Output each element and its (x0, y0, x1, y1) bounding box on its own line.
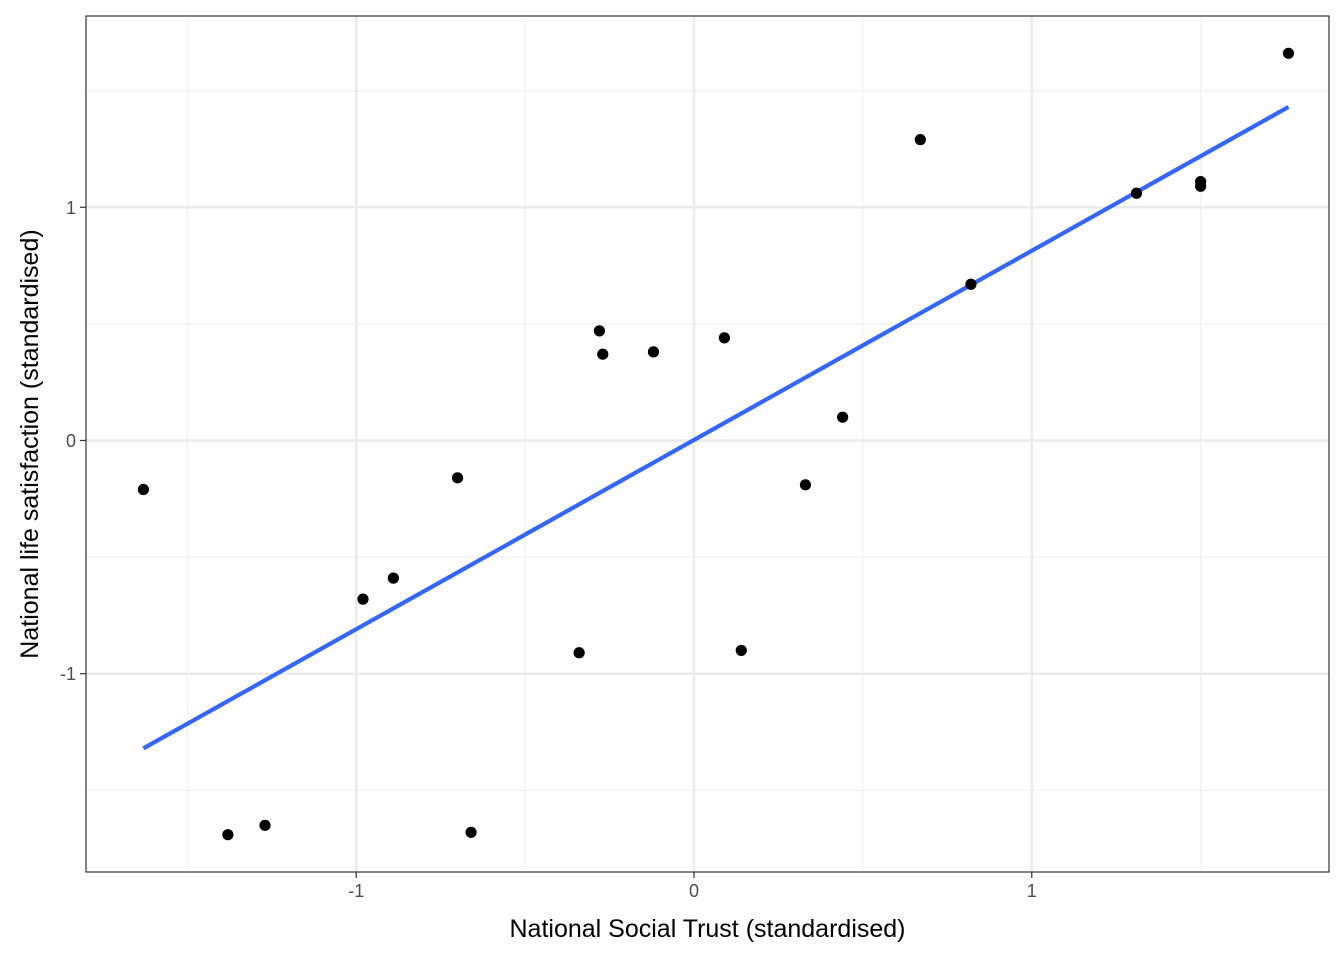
data-point (718, 332, 730, 344)
y-tick-label: -1 (60, 664, 76, 684)
data-point (914, 134, 926, 146)
data-point (259, 819, 271, 831)
y-axis-title: National life satisfaction (standardised… (16, 229, 44, 658)
data-point (1195, 180, 1207, 192)
data-point (357, 593, 369, 605)
data-point (137, 483, 150, 496)
data-point (965, 278, 977, 290)
minor-gridlines (86, 16, 1329, 872)
major-gridlines (86, 16, 1329, 872)
x-tick-label: 1 (1027, 881, 1037, 901)
regression-line-layer (142, 105, 1290, 751)
x-tick-label: 0 (689, 881, 699, 901)
y-axis-ticks: -1 0 1 (60, 198, 86, 684)
regression-line (142, 105, 1290, 751)
y-tick-label: 1 (66, 198, 76, 218)
data-point (837, 411, 849, 423)
data-point (1282, 47, 1295, 59)
x-axis-ticks: -1 0 1 (348, 872, 1037, 901)
data-point (597, 348, 609, 360)
data-point (573, 647, 585, 659)
data-point (451, 472, 464, 484)
data-point (647, 346, 660, 358)
data-point (222, 829, 234, 841)
panel-border (85, 15, 1330, 873)
x-tick-label: -1 (348, 881, 364, 901)
x-axis-title: National Social Trust (standardised) (509, 915, 905, 943)
data-point (799, 479, 812, 491)
data-points (137, 47, 1295, 841)
data-point (387, 572, 399, 584)
data-point (735, 644, 747, 657)
y-tick-label: 0 (66, 431, 76, 451)
data-point (593, 325, 606, 337)
data-point (465, 826, 477, 838)
data-point (1130, 187, 1143, 199)
panel-background (86, 16, 1329, 872)
